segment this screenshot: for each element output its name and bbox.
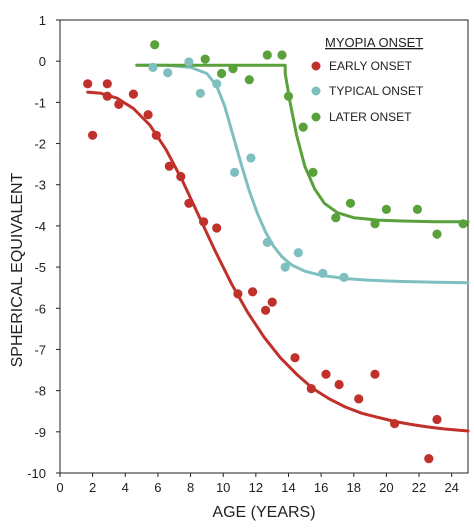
legend-title: MYOPIA ONSET	[325, 35, 423, 50]
y-tick-label: -9	[34, 425, 46, 440]
data-point-typical-onset	[293, 248, 303, 258]
data-points	[83, 40, 468, 464]
x-tick-label: 18	[347, 480, 361, 495]
data-point-typical-onset	[246, 153, 256, 163]
data-point-later-onset	[200, 54, 210, 64]
data-point-early-onset	[102, 91, 112, 101]
legend-marker-early-onset	[311, 61, 321, 71]
data-point-early-onset	[390, 419, 400, 429]
data-point-early-onset	[248, 287, 258, 297]
data-point-early-onset	[233, 289, 243, 299]
data-point-typical-onset	[212, 79, 222, 89]
data-point-typical-onset	[184, 57, 194, 67]
y-axis-title: SPHERICAL EQUIVALENT	[9, 172, 26, 367]
data-point-later-onset	[277, 50, 287, 60]
data-point-later-onset	[412, 204, 422, 214]
x-tick-label: 14	[281, 480, 295, 495]
data-point-early-onset	[354, 394, 364, 404]
data-point-later-onset	[150, 40, 160, 50]
data-point-early-onset	[267, 297, 277, 307]
data-point-early-onset	[334, 379, 344, 390]
data-point-typical-onset	[318, 268, 328, 278]
legend-label-typical-onset: TYPICAL ONSET	[329, 84, 424, 98]
y-tick-label: -8	[34, 384, 46, 399]
data-point-early-onset	[83, 79, 93, 89]
data-point-later-onset	[244, 75, 254, 85]
y-tick-label: -7	[34, 342, 46, 357]
data-point-typical-onset	[163, 68, 173, 78]
x-tick-label: 0	[56, 480, 63, 495]
data-point-early-onset	[290, 353, 300, 363]
data-point-typical-onset	[230, 167, 240, 177]
data-point-later-onset	[217, 68, 227, 79]
fit-line-typical-onset	[135, 63, 470, 285]
y-tick-label: -3	[34, 178, 46, 193]
x-tick-label: 10	[216, 480, 230, 495]
x-tick-label: 24	[444, 480, 458, 495]
x-tick-label: 22	[412, 480, 426, 495]
legend-marker-later-onset	[311, 112, 321, 122]
x-axis-title: AGE (YEARS)	[212, 504, 315, 521]
data-point-typical-onset	[195, 88, 205, 98]
data-point-later-onset	[458, 219, 468, 229]
data-point-early-onset	[424, 454, 434, 464]
data-point-later-onset	[331, 213, 341, 223]
x-axis-ticks: 0 2 4 6 8 10 12 14 16 18 20 22 24	[56, 473, 459, 495]
data-point-later-onset	[298, 122, 308, 132]
data-point-later-onset	[228, 64, 238, 74]
y-axis-ticks: 1 0 -1 -2 -3 -4 -5 -6 -7 -8 -9 -10	[27, 13, 60, 481]
data-point-typical-onset	[262, 237, 272, 247]
x-tick-label: 4	[122, 480, 129, 495]
data-point-early-onset	[88, 130, 98, 140]
y-tick-label: -4	[34, 219, 46, 234]
x-tick-label: 20	[379, 480, 393, 495]
x-tick-label: 16	[314, 480, 328, 495]
data-point-early-onset	[306, 384, 316, 394]
data-point-later-onset	[308, 167, 318, 177]
data-point-early-onset	[184, 198, 194, 208]
data-point-early-onset	[212, 223, 222, 233]
x-tick-label: 8	[187, 480, 194, 495]
data-point-early-onset	[321, 369, 331, 379]
data-point-early-onset	[128, 89, 138, 99]
fit-line-later-onset	[135, 63, 470, 224]
data-point-early-onset	[102, 79, 112, 89]
data-point-later-onset	[381, 204, 391, 214]
data-point-typical-onset	[148, 62, 158, 72]
y-tick-label: -5	[34, 260, 46, 275]
data-point-later-onset	[432, 229, 442, 239]
data-point-early-onset	[164, 161, 174, 171]
legend-marker-typical-onset	[311, 86, 321, 96]
plot-frame	[59, 19, 469, 474]
fit-line-early-onset	[86, 90, 470, 433]
y-tick-label: 1	[39, 13, 46, 28]
legend-label-early-onset: EARLY ONSET	[329, 59, 413, 73]
data-point-early-onset	[176, 171, 186, 182]
y-tick-label: 0	[39, 54, 46, 69]
x-tick-label: 2	[89, 480, 96, 495]
y-tick-label: -10	[27, 466, 46, 481]
y-tick-label: -6	[34, 301, 46, 316]
legend: MYOPIA ONSET EARLY ONSET TYPICAL ONSET L…	[311, 35, 424, 124]
data-point-typical-onset	[280, 262, 290, 272]
data-point-later-onset	[345, 198, 356, 208]
data-point-later-onset	[283, 91, 294, 101]
data-point-early-onset	[114, 99, 124, 109]
data-point-later-onset	[262, 50, 272, 60]
x-tick-label: 6	[154, 480, 161, 495]
data-point-early-onset	[151, 130, 161, 140]
data-point-early-onset	[199, 217, 209, 227]
data-point-early-onset	[261, 305, 271, 315]
data-point-typical-onset	[339, 272, 349, 282]
data-point-early-onset	[432, 414, 442, 425]
y-tick-label: -1	[34, 95, 46, 110]
data-point-later-onset	[370, 219, 380, 229]
legend-label-later-onset: LATER ONSET	[329, 110, 412, 124]
y-tick-label: -2	[34, 137, 46, 152]
data-point-early-onset	[143, 110, 153, 120]
data-point-early-onset	[370, 369, 380, 379]
x-tick-label: 12	[249, 480, 263, 495]
